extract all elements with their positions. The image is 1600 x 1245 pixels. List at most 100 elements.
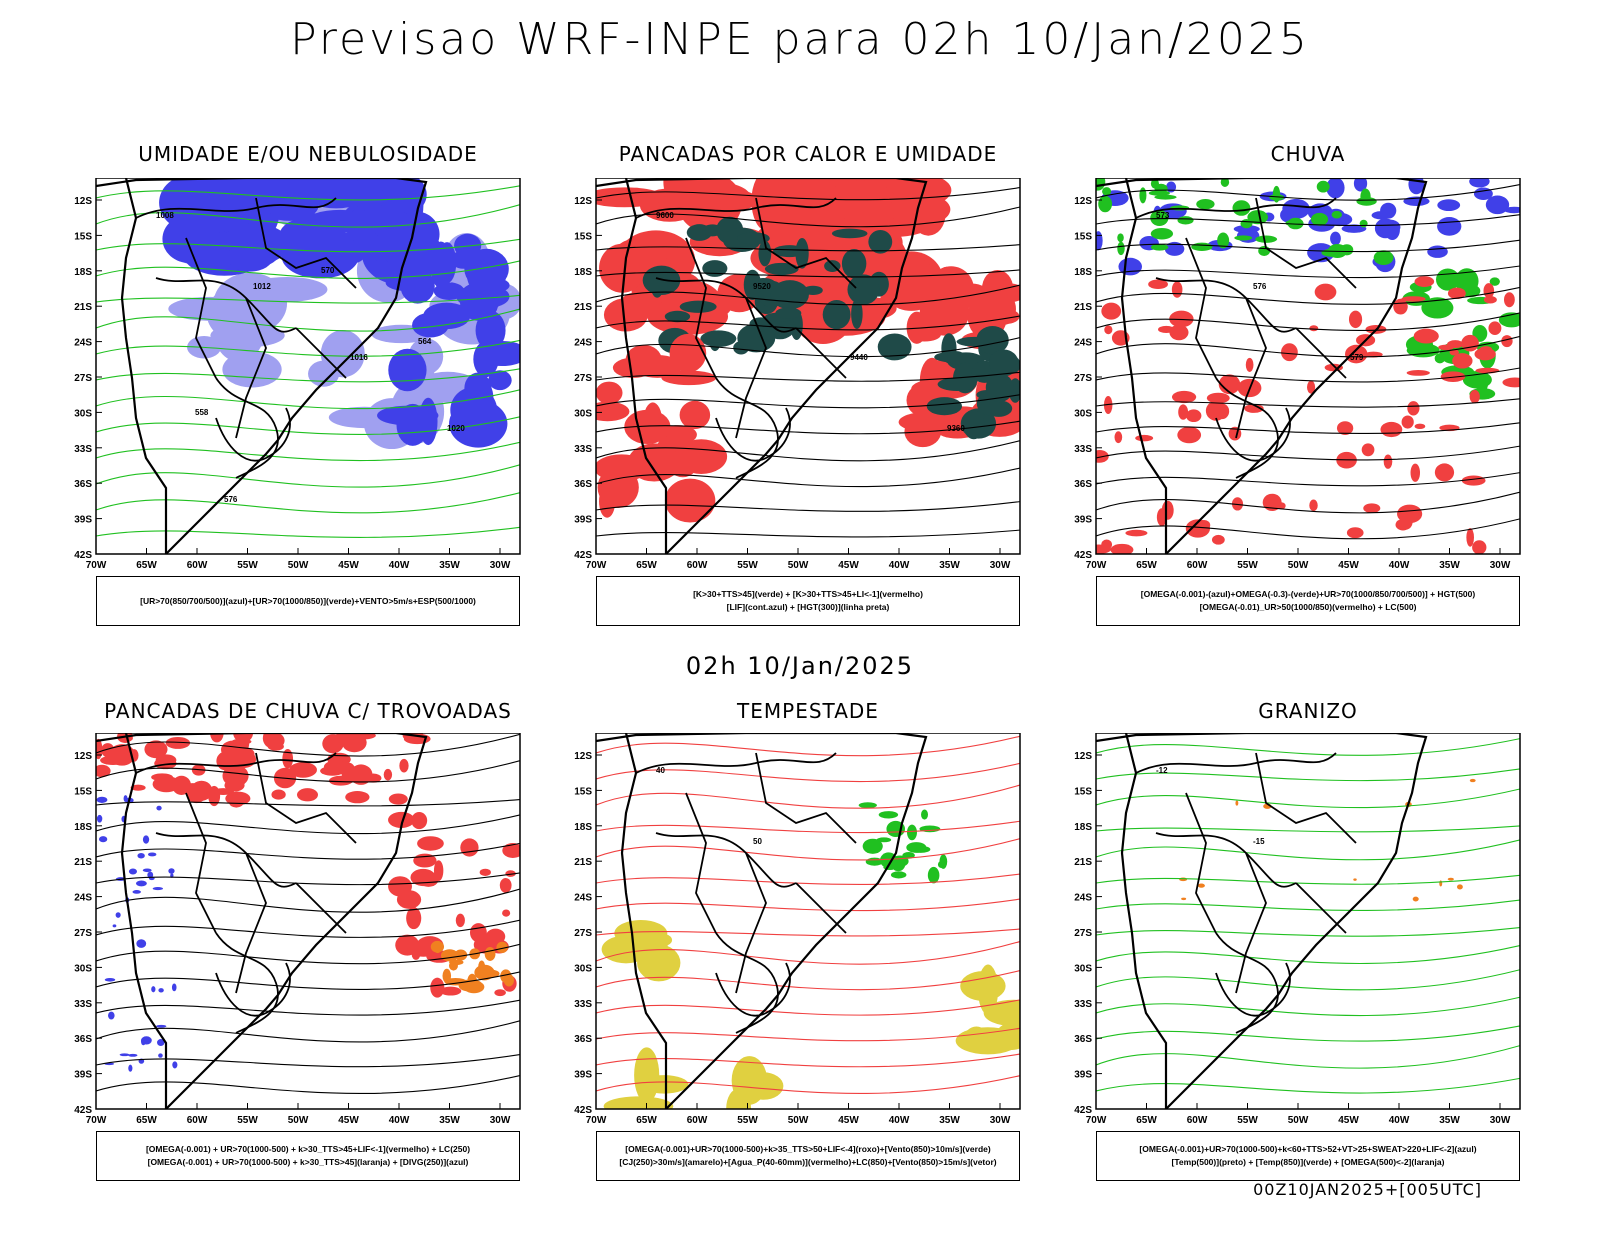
lat-tick-label: 33S bbox=[1074, 444, 1092, 455]
storm-red-shade bbox=[433, 860, 444, 881]
rain-red-shade bbox=[1309, 325, 1319, 332]
streamline bbox=[596, 1075, 1020, 1094]
temperature-contour bbox=[1096, 1025, 1520, 1042]
rain-blue-shade bbox=[1378, 219, 1401, 235]
streamline bbox=[596, 928, 1020, 937]
convection-teal-shade bbox=[700, 330, 737, 347]
convection-red-shade bbox=[664, 478, 716, 523]
humidity-blue-shade bbox=[464, 372, 492, 404]
lon-tick-label: 50W bbox=[788, 1115, 809, 1126]
lon-tick-label: 30W bbox=[1490, 560, 1511, 571]
humidity-contour bbox=[96, 339, 520, 357]
country-border bbox=[1135, 197, 1337, 219]
rain-green-shade bbox=[1150, 243, 1169, 251]
height-contour bbox=[1096, 239, 1520, 253]
storm-orange-shade bbox=[442, 968, 452, 983]
rain-red-shade bbox=[1104, 325, 1113, 335]
storm-orange-shade bbox=[449, 960, 458, 971]
legend-line: [LIF](cont.azul) + [HGT(300)](linha pret… bbox=[726, 602, 890, 612]
lon-tick-label: 70W bbox=[1086, 560, 1107, 571]
humidity-blue-shade bbox=[222, 178, 289, 217]
panel-legend: [OMEGA(-0.001)-(azul)+OMEGA(-0.3)-(verde… bbox=[1096, 576, 1520, 626]
streamline bbox=[96, 760, 520, 783]
rain-red-shade bbox=[1277, 502, 1286, 510]
storm-red-shade bbox=[410, 868, 436, 887]
lat-tick-label: 18S bbox=[74, 267, 92, 278]
map-frame bbox=[1095, 178, 1521, 555]
height-contour bbox=[596, 501, 1020, 512]
country-border bbox=[185, 792, 217, 934]
streamline bbox=[96, 733, 520, 757]
wind-green-shade bbox=[927, 866, 940, 884]
divergence-blue-shade bbox=[99, 836, 108, 843]
temperature-contour bbox=[1096, 825, 1520, 833]
lon-tick-label: 40W bbox=[389, 560, 410, 571]
lat-tick-label: 21S bbox=[1074, 302, 1092, 313]
country-border bbox=[735, 852, 767, 994]
rain-red-shade bbox=[1503, 292, 1515, 308]
divergence-blue-shade bbox=[96, 814, 103, 823]
convection-red-shade bbox=[675, 439, 728, 475]
rain-red-shade bbox=[1218, 374, 1241, 395]
country-border bbox=[1215, 962, 1291, 1017]
lat-tick-label: 12S bbox=[574, 196, 592, 207]
storm-red-shade bbox=[165, 736, 191, 749]
rain-red-shade bbox=[1447, 287, 1466, 300]
humidity-contour bbox=[96, 526, 520, 538]
divergence-blue-shade bbox=[151, 986, 156, 993]
storm-red-shade bbox=[271, 789, 286, 800]
convection-teal-shade bbox=[743, 269, 762, 301]
rain-red-shade bbox=[1472, 540, 1487, 554]
convection-teal-shade bbox=[926, 397, 963, 416]
lon-tick-label: 45W bbox=[1338, 560, 1359, 571]
height-contour bbox=[1096, 312, 1520, 331]
country-border bbox=[715, 407, 791, 462]
lat-tick-label: 30S bbox=[574, 963, 592, 974]
rain-red-shade bbox=[1483, 283, 1495, 299]
coastline bbox=[620, 733, 668, 1109]
streamline bbox=[96, 814, 520, 835]
storm-red-shade bbox=[440, 986, 462, 996]
divergence-blue-shade bbox=[115, 912, 121, 918]
lat-tick-label: 36S bbox=[1074, 1034, 1092, 1045]
rain-green-shade bbox=[1217, 232, 1230, 249]
temperature-contour bbox=[1096, 944, 1520, 964]
contour-label: 40 bbox=[656, 766, 665, 775]
rain-red-shade bbox=[1452, 353, 1473, 369]
height-contour bbox=[1096, 214, 1520, 227]
convection-red-shade bbox=[632, 355, 683, 378]
rain-red-shade bbox=[1231, 497, 1244, 511]
rain-red-shade bbox=[1110, 543, 1134, 554]
rain-green-shade bbox=[1255, 235, 1278, 243]
country-border bbox=[795, 882, 847, 934]
lat-tick-label: 33S bbox=[574, 444, 592, 455]
rain-blue-shade bbox=[1437, 199, 1461, 212]
humidity-blue-shade bbox=[430, 241, 452, 289]
rain-green-shade bbox=[1321, 248, 1343, 257]
lon-tick-label: 55W bbox=[1237, 560, 1258, 571]
rain-green-shade bbox=[1356, 196, 1377, 206]
panel-title: TEMPESTADE bbox=[737, 699, 879, 723]
humidity-blue-shade bbox=[459, 281, 503, 313]
lat-tick-label: 39S bbox=[574, 515, 592, 526]
rain-red-shade bbox=[1345, 344, 1368, 364]
lon-tick-label: 35W bbox=[1439, 560, 1460, 571]
country-border bbox=[1135, 752, 1337, 774]
lat-tick-label: 30S bbox=[74, 963, 92, 974]
country-border bbox=[1215, 932, 1279, 1034]
panel-title: PANCADAS DE CHUVA C/ TROVOADAS bbox=[104, 699, 512, 723]
rain-blue-shade bbox=[1330, 231, 1341, 246]
rain-red-shade bbox=[1393, 298, 1408, 315]
humidity-blue-shade bbox=[418, 397, 438, 446]
lat-tick-label: 42S bbox=[574, 1105, 592, 1116]
lon-tick-label: 45W bbox=[338, 1115, 359, 1126]
legend-line: [K>30+TTS>45](verde) + [K>30+TTS>45+LI<-… bbox=[693, 589, 923, 599]
storm-red-shade bbox=[229, 797, 244, 808]
temperature-contour bbox=[1096, 738, 1520, 756]
rain-red-shade bbox=[1414, 276, 1435, 287]
humidity-contour bbox=[96, 204, 520, 228]
height-contour bbox=[596, 371, 1020, 382]
storm-red-shade bbox=[237, 733, 250, 754]
convection-teal-shade bbox=[679, 300, 717, 313]
lat-tick-label: 27S bbox=[1074, 928, 1092, 939]
